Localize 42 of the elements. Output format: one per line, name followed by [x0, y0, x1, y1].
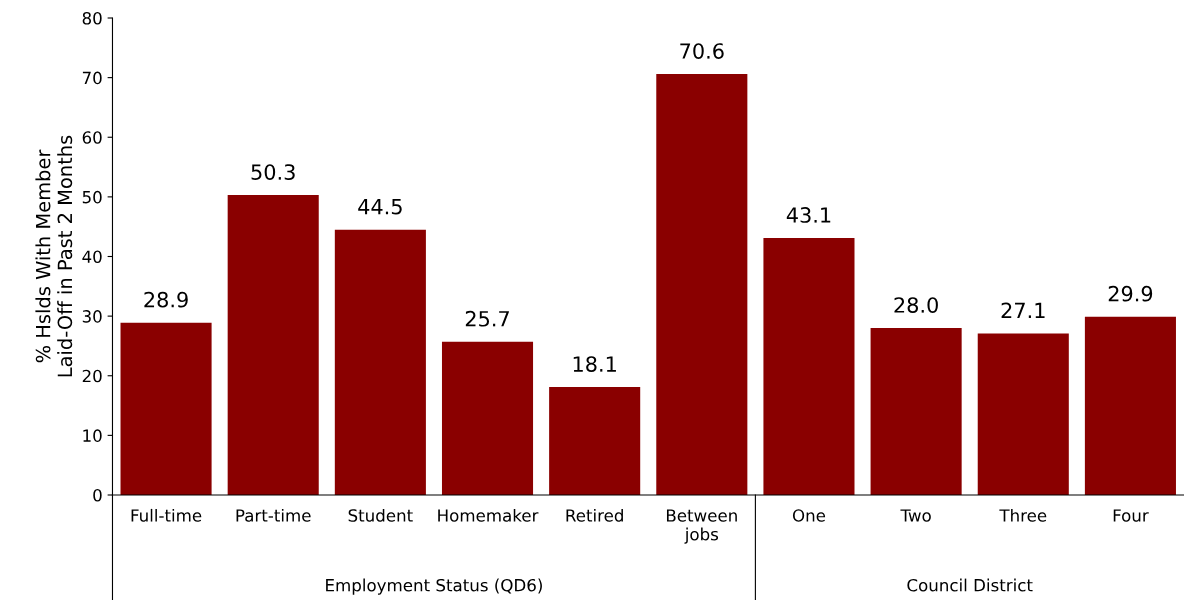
y-tick-label: 40 — [82, 250, 102, 264]
bar — [120, 322, 212, 495]
data-label: 50.3 — [251, 164, 295, 180]
bar — [656, 74, 748, 495]
x-tick-label: Part-time — [236, 508, 311, 522]
x-tick-label: Two — [900, 509, 931, 522]
text: Employment Status (QD6) — [326, 578, 542, 595]
data-label: 44.5 — [358, 199, 402, 215]
x-tick-label: Full-time — [131, 508, 202, 522]
y-tick-label: 80 — [82, 11, 102, 25]
bar — [763, 238, 855, 495]
x-tick-label: Homemaker — [438, 508, 539, 522]
bar — [977, 333, 1069, 495]
bar — [549, 387, 641, 495]
x-tick-label: One — [792, 509, 826, 522]
bar — [870, 328, 962, 495]
data-label: 25.7 — [465, 310, 509, 327]
bar — [334, 229, 426, 495]
data-label: 70.6 — [680, 43, 724, 59]
y-axis-title: % Hslds With Member Laid-Off in Past 2 Months — [35, 135, 73, 377]
x-tick-label: Student — [348, 508, 413, 522]
data-label: 29.9 — [1108, 285, 1153, 302]
y-tick-label: 50 — [82, 190, 102, 204]
y-tick-label: 0 — [93, 488, 102, 502]
y-tick-label: 10 — [83, 429, 102, 442]
x-tick-label: Between jobs — [666, 509, 737, 544]
y-tick-label: 30 — [82, 310, 102, 323]
bar — [227, 195, 319, 495]
x-tick-label: Three — [999, 508, 1047, 522]
x-tick-label: Retired — [566, 508, 623, 522]
data-label: 18.1 — [573, 356, 616, 372]
y-tick-label: 60 — [82, 131, 102, 144]
data-label: 43.1 — [786, 207, 831, 223]
text: Council District — [907, 578, 1033, 592]
bar — [441, 341, 534, 495]
bar — [1084, 316, 1176, 495]
y-tick-label: 20 — [82, 369, 102, 383]
data-label: 28.9 — [144, 291, 188, 308]
data-label: 27.1 — [1001, 302, 1045, 318]
y-tick-label: 70 — [82, 71, 102, 85]
x-tick-label: Four — [1113, 509, 1149, 522]
data-label: 28.0 — [894, 297, 938, 313]
